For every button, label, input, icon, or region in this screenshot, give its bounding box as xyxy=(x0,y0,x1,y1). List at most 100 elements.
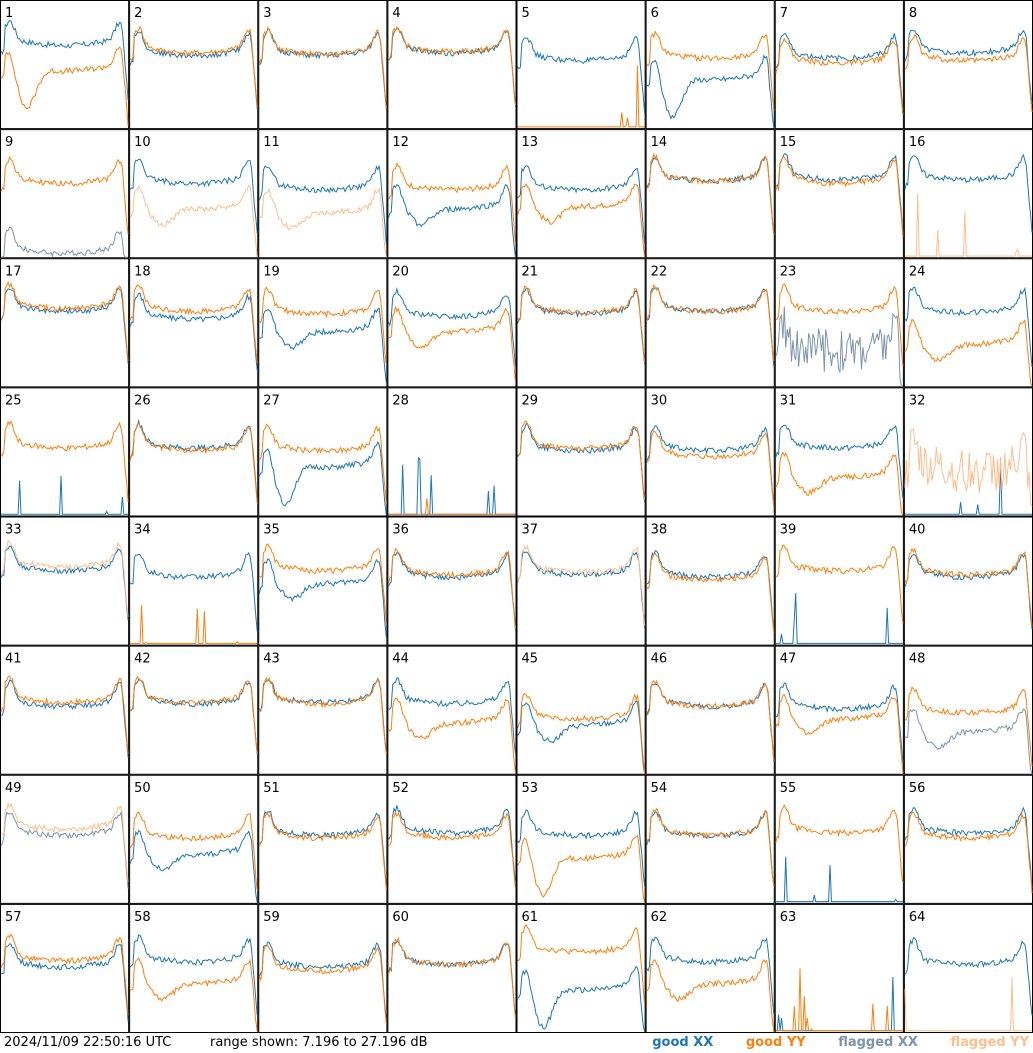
series-yy-line xyxy=(775,544,904,624)
panel-number: 25 xyxy=(5,393,22,408)
series-yy-line xyxy=(517,835,646,903)
panel-20: 20 xyxy=(387,258,517,388)
legend-good-yy-suffix: YY xyxy=(786,1035,806,1050)
panel-22: 22 xyxy=(645,258,775,388)
series-yy-line xyxy=(517,285,646,363)
panel-number: 38 xyxy=(651,523,668,538)
panel-number: 34 xyxy=(134,523,151,538)
panel-number: 48 xyxy=(909,652,926,667)
panel-number: 26 xyxy=(134,393,151,408)
panel-frame xyxy=(0,129,130,259)
panel-number: 30 xyxy=(651,393,668,408)
panel-55: 55 xyxy=(774,774,904,904)
series-yy-line xyxy=(129,25,258,108)
series-yy-line xyxy=(0,420,129,503)
series-xx-line xyxy=(387,287,516,368)
panel-frame xyxy=(387,0,517,130)
panel-number: 41 xyxy=(5,652,22,667)
series-xx-line xyxy=(258,941,387,1021)
panel-27: 27 xyxy=(258,387,388,517)
series-yy-line xyxy=(517,182,646,258)
panel-frame xyxy=(129,129,259,259)
series-xx-line xyxy=(0,679,129,758)
panel-21: 21 xyxy=(516,258,646,388)
series-yy-line xyxy=(130,605,258,644)
panel-frame xyxy=(258,258,388,388)
series-xx-line xyxy=(258,440,387,516)
panel-number: 45 xyxy=(522,652,539,667)
series-xx-line xyxy=(129,829,258,903)
series-yy-line xyxy=(0,933,129,1016)
panel-number: 4 xyxy=(392,6,400,21)
panel-frame xyxy=(903,258,1033,388)
panel-frame xyxy=(516,516,646,646)
panel-frame xyxy=(516,387,646,517)
footer-bar: 2024/11/09 22:50:16 UTC range shown: 7.1… xyxy=(0,1033,1033,1053)
panel-frame xyxy=(645,258,775,388)
panel-frame xyxy=(0,903,130,1033)
panel-number: 24 xyxy=(909,264,926,279)
series-xx-line xyxy=(904,937,1033,1016)
series-yy-line xyxy=(387,547,516,629)
series-xx-line xyxy=(129,158,258,234)
series-xx-line xyxy=(0,545,129,621)
panel-17: 17 xyxy=(0,258,130,388)
panel-number: 62 xyxy=(651,910,668,925)
panel-frame xyxy=(516,774,646,904)
series-xx-line xyxy=(904,153,1033,233)
series-yy-line xyxy=(646,959,775,1033)
legend-flagged-yy-suffix: YY xyxy=(1010,1035,1029,1050)
panel-number: 10 xyxy=(134,135,151,150)
panel-frame xyxy=(774,387,904,517)
panel-frame xyxy=(0,258,130,388)
series-xx-line xyxy=(904,286,1033,368)
panel-frame xyxy=(0,0,130,130)
series-xx-line xyxy=(387,183,516,258)
panel-59: 59 xyxy=(258,903,388,1033)
panel-number: 39 xyxy=(780,523,797,538)
panel-number: 23 xyxy=(780,264,797,279)
panel-61: 61 xyxy=(516,903,646,1033)
panel-number: 36 xyxy=(392,523,409,538)
panel-56: 56 xyxy=(903,774,1033,904)
panel-26: 26 xyxy=(129,387,259,517)
panel-14: 14 xyxy=(645,129,775,259)
panel-36: 36 xyxy=(387,516,517,646)
panel-41: 41 xyxy=(0,645,130,775)
series-xx-line xyxy=(1,943,129,1022)
panel-number: 21 xyxy=(522,264,539,279)
series-yy-line xyxy=(775,283,904,367)
panel-34: 34 xyxy=(129,516,259,646)
panel-number: 12 xyxy=(392,135,409,150)
series-yy-line xyxy=(387,936,516,1018)
panel-frame xyxy=(0,645,130,775)
series-xx-line xyxy=(904,29,1033,105)
panel-16: 16 xyxy=(903,129,1033,259)
panel-number: 32 xyxy=(909,393,926,408)
series-yy-line xyxy=(258,423,387,504)
panel-number: 47 xyxy=(780,652,797,667)
series-yy-line xyxy=(775,451,904,516)
panel-number: 40 xyxy=(909,523,926,538)
panel-45: 45 xyxy=(516,645,646,775)
series-yy-line xyxy=(775,968,903,1032)
series-yy-line xyxy=(646,552,775,633)
panel-25: 25 xyxy=(0,387,130,517)
panel-number: 19 xyxy=(263,264,280,279)
series-yy-line xyxy=(904,977,1032,1032)
panel-1: 1 xyxy=(0,0,130,130)
panel-number: 28 xyxy=(392,393,409,408)
panel-frame xyxy=(129,903,259,1033)
panel-number: 2 xyxy=(134,6,142,21)
panel-33: 33 xyxy=(0,516,130,646)
panel-frame xyxy=(645,516,775,646)
panel-42: 42 xyxy=(129,645,259,775)
series-xx-line xyxy=(775,306,903,387)
panel-24: 24 xyxy=(903,258,1033,388)
series-yy-line xyxy=(517,420,646,501)
series-xx-line xyxy=(775,424,904,499)
series-yy-line xyxy=(646,283,775,362)
panel-18: 18 xyxy=(129,258,259,388)
timestamp: 2024/11/09 22:50:16 UTC xyxy=(4,1035,172,1050)
